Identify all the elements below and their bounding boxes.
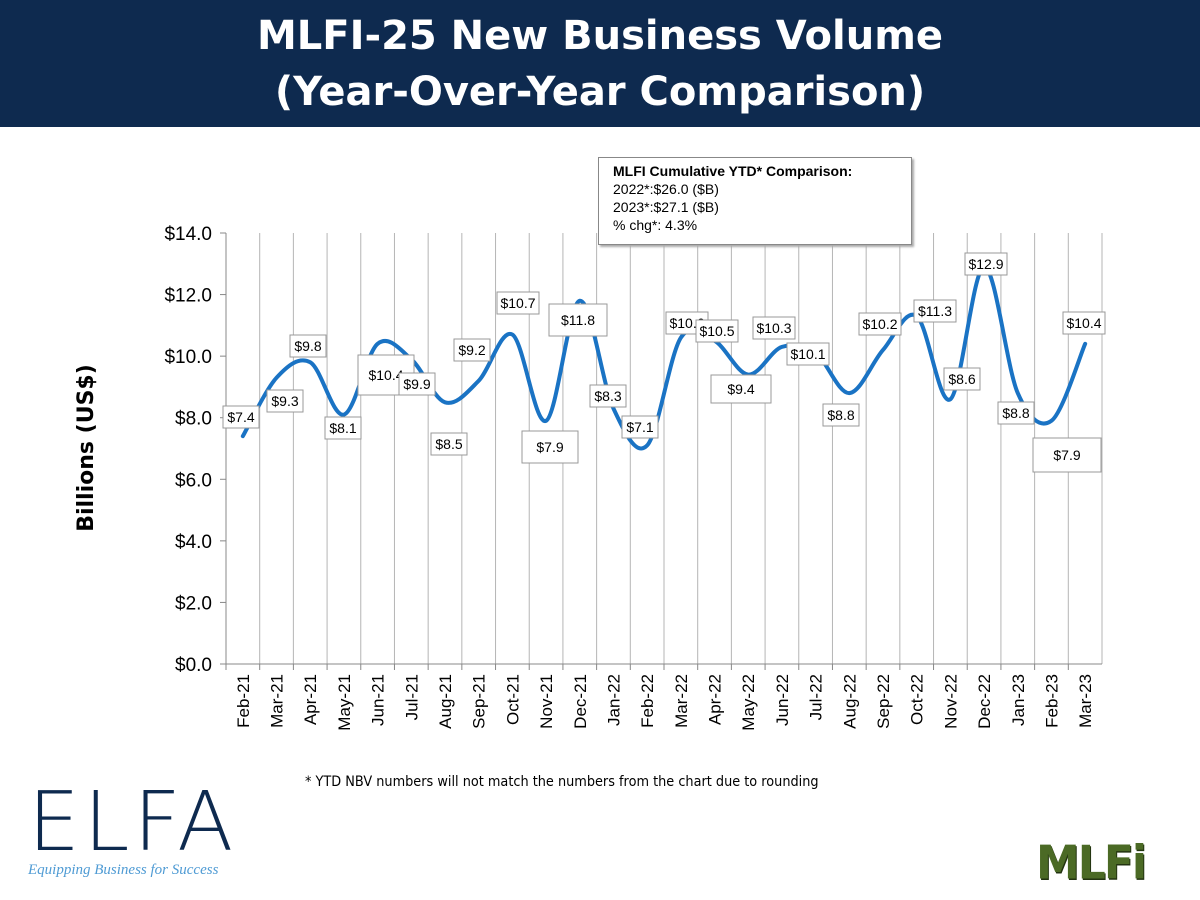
data-label: $9.3 xyxy=(271,393,298,409)
data-label: $7.1 xyxy=(626,419,653,435)
data-label-box xyxy=(695,319,739,343)
x-tick-label: Nov-21 xyxy=(537,674,556,729)
x-tick-label: Dec-22 xyxy=(975,674,994,729)
data-label-box xyxy=(398,372,436,396)
y-axis-label: Billions (US$) xyxy=(74,364,99,532)
data-label-box xyxy=(521,430,579,464)
x-tick-label: Mar-22 xyxy=(672,674,691,728)
mlfi-logo: MLFi xyxy=(1036,836,1147,891)
x-tick-label: Jul-22 xyxy=(807,674,826,720)
x-tick-label: May-22 xyxy=(739,674,758,731)
data-label: $7.4 xyxy=(227,409,254,425)
data-label-box xyxy=(997,401,1035,425)
data-label: $10.3 xyxy=(756,320,791,336)
x-tick-label: Aug-21 xyxy=(436,674,455,729)
data-label: $11.8 xyxy=(561,312,595,328)
data-label: $7.9 xyxy=(536,439,563,455)
data-label: $10.4 xyxy=(1066,315,1101,331)
elfa-tagline: Equipping Business for Success xyxy=(28,862,219,878)
data-label-box xyxy=(1062,311,1106,335)
x-tick-label: Nov-22 xyxy=(941,674,960,729)
data-label: $8.8 xyxy=(827,407,854,423)
ytd-comparison-box: MLFI Cumulative YTD* Comparison: 2022*:$… xyxy=(598,157,912,245)
data-label: $10.4 xyxy=(368,367,403,383)
data-label: $9.9 xyxy=(403,376,430,392)
data-label-box xyxy=(289,334,327,358)
x-tick-label: Feb-21 xyxy=(234,674,253,728)
x-tick-label: Dec-21 xyxy=(571,674,590,729)
data-label-box xyxy=(266,389,304,413)
x-tick-label: Jun-21 xyxy=(369,674,388,726)
ytd-heading: MLFI Cumulative YTD* Comparison: xyxy=(613,163,853,179)
data-label-box xyxy=(453,338,491,362)
x-tick-label: Jul-21 xyxy=(402,674,421,720)
data-label-box xyxy=(324,416,362,440)
data-label-box xyxy=(1032,437,1102,473)
chart-title-line1: MLFI-25 New Business Volume xyxy=(256,13,944,59)
x-tick-label: Jan-22 xyxy=(604,674,623,726)
x-tick-label: Mar-21 xyxy=(268,674,287,728)
x-tick-label: Jun-22 xyxy=(773,674,792,726)
x-tick-label: Aug-22 xyxy=(840,674,859,729)
data-label: $11.3 xyxy=(918,303,952,319)
x-tick-label: Apr-21 xyxy=(301,674,320,725)
x-tick-label: Sep-22 xyxy=(874,674,893,729)
y-tick-label: $6.0 xyxy=(175,470,212,491)
data-label: $8.3 xyxy=(594,388,621,404)
data-label: $10.5 xyxy=(699,323,734,339)
data-label-box xyxy=(822,403,860,427)
elfa-logo: ELFA Equipping Business for Success xyxy=(28,775,238,879)
data-label: $8.1 xyxy=(329,420,356,436)
data-label-box xyxy=(786,342,830,366)
x-tick-label: Sep-21 xyxy=(470,674,489,729)
data-label-box xyxy=(710,374,772,404)
x-tick-label: May-21 xyxy=(335,674,354,731)
y-tick-label: $12.0 xyxy=(164,286,212,307)
data-label-box xyxy=(589,384,627,408)
y-tick-label: $2.0 xyxy=(175,593,212,614)
footnote: * YTD NBV numbers will not match the num… xyxy=(305,774,819,790)
x-tick-label: Mar-23 xyxy=(1076,674,1095,728)
x-tick-label: Apr-22 xyxy=(706,674,725,725)
title-banner: MLFI-25 New Business Volume (Year-Over-Y… xyxy=(0,0,1200,127)
data-label: $12.9 xyxy=(968,256,1003,272)
y-tick-label: $4.0 xyxy=(175,532,212,553)
x-tick-label: Oct-21 xyxy=(503,674,522,725)
x-tick-label: Feb-22 xyxy=(638,674,657,728)
data-label-box xyxy=(913,299,957,323)
data-label-box xyxy=(858,312,902,336)
ytd-2023: 2023*:$27.1 ($B) xyxy=(613,199,719,215)
elfa-logo-word: ELFA xyxy=(28,775,238,870)
data-label-box xyxy=(548,303,608,337)
data-label-box xyxy=(964,252,1008,276)
data-label-box xyxy=(222,405,260,429)
y-tick-label: $8.0 xyxy=(175,409,212,430)
ytd-2022: 2022*:$26.0 ($B) xyxy=(613,181,719,197)
data-label: $10.7 xyxy=(500,295,535,311)
data-label: $7.9 xyxy=(1053,447,1080,463)
data-label-box xyxy=(430,432,468,456)
data-label: $8.5 xyxy=(435,436,462,452)
x-tick-label: Jan-23 xyxy=(1009,674,1028,726)
data-label-box xyxy=(943,367,981,391)
y-tick-label: $0.0 xyxy=(175,655,212,676)
data-label: $9.4 xyxy=(727,381,754,397)
data-label: $10.1 xyxy=(790,346,825,362)
data-label: $9.8 xyxy=(294,338,321,354)
data-label: $10.2 xyxy=(862,316,897,332)
data-label-box xyxy=(496,291,540,315)
x-tick-label: Oct-22 xyxy=(908,674,927,725)
ytd-pct-change: % chg*: 4.3% xyxy=(613,217,698,233)
data-label: $8.8 xyxy=(1002,405,1029,421)
y-tick-label: $10.0 xyxy=(164,347,212,368)
y-tick-label: $14.0 xyxy=(164,224,212,245)
chart-title-line2: (Year-Over-Year Comparison) xyxy=(274,69,926,115)
data-label-box xyxy=(752,316,796,340)
x-tick-label: Feb-23 xyxy=(1042,674,1061,728)
data-label: $9.2 xyxy=(458,342,485,358)
data-label: $8.6 xyxy=(948,371,975,387)
data-label-box xyxy=(621,415,659,439)
